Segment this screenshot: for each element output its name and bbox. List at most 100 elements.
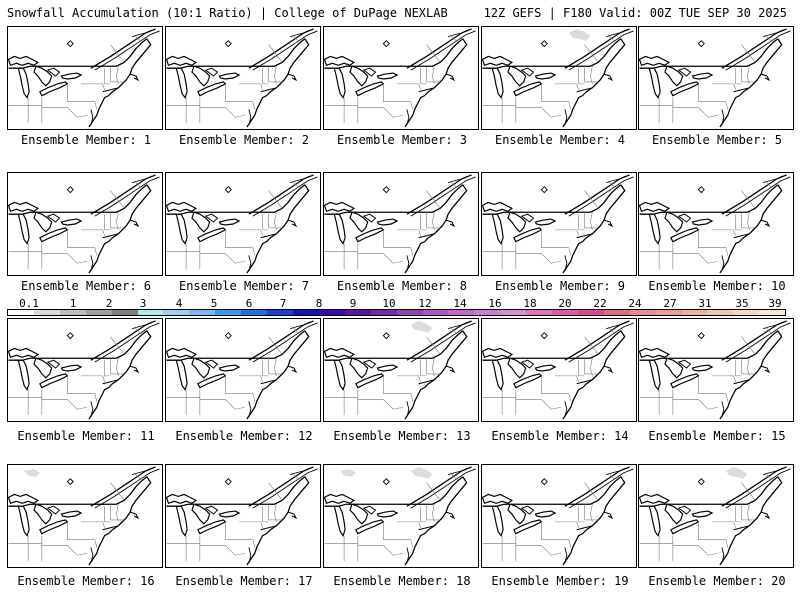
northeast-basemap — [166, 174, 319, 274]
member-map-panel — [638, 26, 794, 130]
member-map-panel — [638, 172, 794, 276]
member-map-panel — [165, 464, 321, 568]
snowfall-area-northern-ontario — [340, 468, 356, 477]
northeast-basemap — [8, 174, 161, 274]
scale-swatch — [603, 310, 630, 315]
member-map-panel — [7, 318, 163, 422]
scale-tick-label: 22 — [592, 297, 608, 310]
member-label: Ensemble Member: 18 — [333, 574, 471, 588]
member-map-panel — [323, 318, 479, 422]
scale-tick-label: 12 — [417, 297, 433, 310]
member-map — [482, 320, 635, 420]
scale-swatch — [85, 310, 112, 315]
member-map-panel — [7, 172, 163, 276]
scale-tick-label: 31 — [697, 297, 713, 310]
scale-swatch — [215, 310, 242, 315]
snowfall-area-northern-ontario — [24, 468, 40, 477]
member-map — [8, 28, 161, 128]
member-label: Ensemble Member: 6 — [20, 279, 152, 293]
member-label: Ensemble Member: 4 — [494, 133, 626, 147]
northeast-basemap — [482, 320, 635, 420]
scale-swatch — [163, 310, 190, 315]
member-map-panel — [323, 172, 479, 276]
model-run-info: 12Z GEFS | F180 Valid: 00Z TUE SEP 30 20… — [483, 6, 787, 20]
northeast-basemap — [166, 466, 319, 566]
scale-swatch — [681, 310, 708, 315]
scale-tick-label: 5 — [209, 297, 219, 310]
member-map-panel — [638, 318, 794, 422]
map-title: Snowfall Accumulation (10:1 Ratio) | Col… — [7, 6, 448, 20]
northeast-basemap — [324, 174, 477, 274]
member-label: Ensemble Member: 13 — [333, 429, 471, 443]
member-map — [639, 28, 792, 128]
northeast-basemap — [482, 466, 635, 566]
scale-tick-label: 4 — [174, 297, 184, 310]
scale-tick-label: 27 — [662, 297, 678, 310]
scale-tick-label: 35 — [734, 297, 750, 310]
northeast-basemap — [324, 466, 477, 566]
scale-swatch — [33, 310, 60, 315]
scale-swatch — [344, 310, 371, 315]
member-map-panel — [481, 318, 637, 422]
northeast-basemap — [166, 320, 319, 420]
member-map — [482, 28, 635, 128]
member-map — [639, 320, 792, 420]
scale-tick-label: 16 — [487, 297, 503, 310]
northeast-basemap — [639, 28, 792, 128]
scale-tick-label: 14 — [452, 297, 468, 310]
member-map — [324, 174, 477, 274]
member-map-panel — [481, 26, 637, 130]
northeast-basemap — [8, 28, 161, 128]
member-label: Ensemble Member: 14 — [491, 429, 629, 443]
northeast-basemap — [639, 174, 792, 274]
member-label: Ensemble Member: 10 — [648, 279, 786, 293]
member-map-panel — [481, 464, 637, 568]
scale-swatch — [422, 310, 449, 315]
member-map-panel — [165, 26, 321, 130]
scale-tick-label: 9 — [348, 297, 358, 310]
member-label: Ensemble Member: 9 — [494, 279, 626, 293]
member-map — [166, 28, 319, 128]
snowfall-area-northern-quebec — [410, 466, 433, 479]
northeast-basemap — [8, 320, 161, 420]
member-map — [8, 174, 161, 274]
northeast-basemap — [166, 28, 319, 128]
scale-swatch — [241, 310, 268, 315]
scale-swatch — [707, 310, 734, 315]
scale-swatch — [59, 310, 86, 315]
northeast-basemap — [639, 320, 792, 420]
scale-swatch — [137, 310, 164, 315]
scale-tick-label: 39 — [767, 297, 783, 310]
member-map-panel — [165, 318, 321, 422]
member-map — [639, 174, 792, 274]
member-map — [324, 28, 477, 128]
member-label: Ensemble Member: 5 — [651, 133, 783, 147]
scale-tick-label: 18 — [522, 297, 538, 310]
member-label: Ensemble Member: 1 — [20, 133, 152, 147]
scale-swatch — [8, 310, 34, 315]
scale-tick-label: 3 — [138, 297, 148, 310]
member-map — [639, 466, 792, 566]
scale-swatch — [759, 310, 786, 315]
member-label: Ensemble Member: 16 — [17, 574, 155, 588]
member-label: Ensemble Member: 3 — [336, 133, 468, 147]
member-label: Ensemble Member: 20 — [648, 574, 786, 588]
member-map-panel — [638, 464, 794, 568]
color-scale-bar — [7, 309, 786, 316]
scale-swatch — [292, 310, 319, 315]
northeast-basemap — [324, 28, 477, 128]
member-label: Ensemble Member: 11 — [17, 429, 155, 443]
scale-tick-label: 7 — [278, 297, 288, 310]
scale-swatch — [370, 310, 397, 315]
member-label: Ensemble Member: 19 — [491, 574, 629, 588]
member-map — [324, 320, 477, 420]
scale-swatch — [552, 310, 578, 315]
member-map — [482, 466, 635, 566]
scale-swatch — [500, 310, 527, 315]
scale-swatch — [318, 310, 345, 315]
scale-tick-label: 2 — [104, 297, 114, 310]
scale-tick-label: 8 — [314, 297, 324, 310]
snowfall-area-northern-quebec — [410, 320, 433, 333]
northeast-basemap — [482, 28, 635, 128]
member-map-panel — [323, 464, 479, 568]
